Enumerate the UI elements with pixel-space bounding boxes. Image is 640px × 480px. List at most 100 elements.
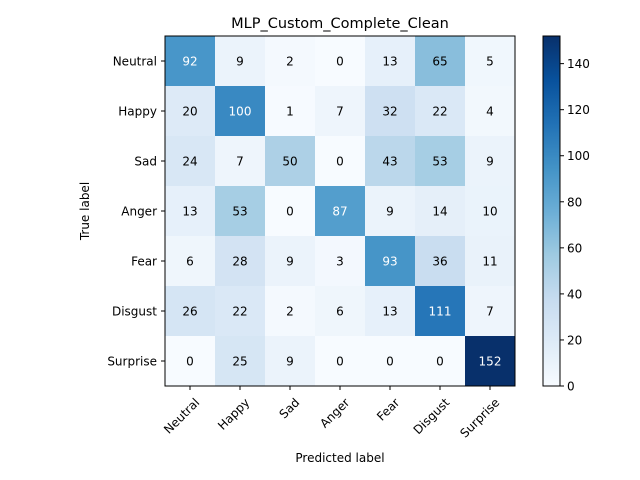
cell-value-label: 92 [182,55,197,69]
heatmap-cell [215,236,266,287]
y-tick-label: Anger [121,205,157,219]
heatmap-cells [165,36,516,387]
cell-value-label: 0 [336,355,344,369]
heatmap-cell [415,136,466,187]
heatmap-cell [365,136,416,187]
colorbar-tick-label: 40 [567,287,582,301]
cell-value-label: 93 [382,255,397,269]
heatmap-cell [365,86,416,137]
cell-value-label: 43 [382,155,397,169]
y-tick-label: Surprise [107,355,157,369]
heatmap-cell [465,36,516,87]
cell-value-label: 9 [386,205,394,219]
heatmap-cell [265,336,316,387]
heatmap-cell [265,136,316,187]
y-tick-label: Disgust [112,305,157,319]
y-axis-ticks: Neutral Happy Sad Anger Fear Disgust Surprise [107,55,165,369]
heatmap-cell [315,336,366,387]
y-tick-label: Sad [134,155,157,169]
cell-value-label: 4 [486,105,494,119]
heatmap-cell [215,186,266,237]
cell-value-label: 111 [429,305,452,319]
heatmap-cell [465,336,516,387]
colorbar-ticks: 0 20 40 60 80 100 120 140 [560,57,590,394]
heatmap-cell [365,286,416,337]
x-axis-label: Predicted label [295,451,384,465]
colorbar-tick-label: 100 [567,149,590,163]
cell-value-label: 53 [432,155,447,169]
heatmap-cell [315,186,366,237]
heatmap-cell [215,86,266,137]
cell-value-label: 9 [286,255,294,269]
cell-value-label: 6 [336,305,344,319]
heatmap-cell [365,186,416,237]
cell-value-label: 7 [236,155,244,169]
heatmap-cell [465,136,516,187]
heatmap-cell [315,36,366,87]
cell-value-label: 14 [432,205,447,219]
heatmap-cell [415,36,466,87]
cell-value-label: 1 [286,105,294,119]
y-tick-label: Neutral [113,55,157,69]
cell-value-label: 13 [382,305,397,319]
heatmap-cell [165,336,216,387]
cell-value-label: 25 [232,355,247,369]
cell-value-labels: 92 9 2 0 13 65 520 100 1 7 32 22 424 7 50 0 43 53 913 53 0 87… [182,55,501,369]
heatmap-cell [165,36,216,87]
colorbar-tick-label: 60 [567,241,582,255]
cell-value-label: 0 [436,355,444,369]
heatmap-cell [365,236,416,287]
heatmap-cell [165,286,216,337]
cell-value-label: 100 [229,105,252,119]
y-tick-label: Happy [118,105,157,119]
cell-value-label: 9 [486,155,494,169]
cell-value-label: 0 [186,355,194,369]
chart-title: MLP_Custom_Complete_Clean [231,16,449,32]
cell-value-label: 32 [382,105,397,119]
heatmap-cell [365,36,416,87]
heatmap-cell [265,236,316,287]
heatmap-cell [215,336,266,387]
y-tick-label: Fear [131,255,157,269]
cell-value-label: 2 [286,305,294,319]
heatmap-cell [465,86,516,137]
cell-value-label: 7 [486,305,494,319]
cell-value-label: 9 [286,355,294,369]
heatmap-cell [415,286,466,337]
heatmap-cell [265,86,316,137]
cell-value-label: 13 [182,205,197,219]
heatmap-cell [315,286,366,337]
heatmap-cell [215,286,266,337]
heatmap-cell [215,36,266,87]
cell-value-label: 5 [486,55,494,69]
heatmap-cell [165,86,216,137]
heatmap-cell [165,236,216,287]
cell-value-label: 0 [386,355,394,369]
heatmap-cell [415,186,466,237]
colorbar-tick-label: 80 [567,195,582,209]
heatmap-cell [465,286,516,337]
cell-value-label: 7 [336,105,344,119]
cell-value-label: 6 [186,255,194,269]
cell-value-label: 36 [432,255,447,269]
colorbar [542,35,561,387]
cell-value-label: 28 [232,255,247,269]
heatmap-cell [415,236,466,287]
heatmap-cell [215,136,266,187]
heatmap-cell [415,86,466,137]
cell-value-label: 2 [286,55,294,69]
heatmap-cell [165,136,216,187]
cell-value-label: 11 [482,255,497,269]
cell-value-label: 0 [336,155,344,169]
colorbar-tick-label: 20 [567,333,582,347]
heatmap-cell [315,86,366,137]
heatmap-cell [265,186,316,237]
cell-value-label: 53 [232,205,247,219]
cell-value-label: 13 [382,55,397,69]
cell-value-label: 26 [182,305,197,319]
cell-value-label: 22 [232,305,247,319]
cell-value-label: 65 [432,55,447,69]
heatmap-cell [265,286,316,337]
heatmap-cell [465,236,516,287]
